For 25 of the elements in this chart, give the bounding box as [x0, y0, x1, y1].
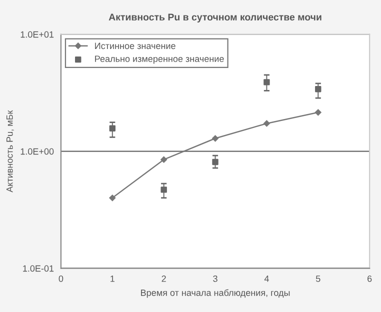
point [109, 125, 116, 132]
x-tick-label: 4 [264, 276, 269, 282]
x-tick-label: 1 [110, 276, 114, 282]
point [160, 186, 167, 193]
point [109, 194, 116, 202]
point [212, 135, 218, 142]
point [314, 109, 322, 116]
point [264, 120, 270, 127]
x-tick-label: 2 [162, 276, 166, 282]
y-tick-label: 1.0E+00 [20, 148, 54, 155]
x-tick-label: 0 [58, 276, 64, 282]
point [264, 79, 270, 86]
x-tick-label: 3 [213, 276, 218, 282]
y-axis-title: Активность Pu, мБк [6, 110, 14, 192]
x-tick-label: 5 [316, 276, 320, 282]
x-tick-label: 6 [368, 276, 372, 282]
point [212, 158, 218, 166]
y-tick-label: 1.0E+01 [20, 31, 54, 38]
point [315, 86, 322, 92]
chart-title: Активность Pu в суточном количестве мочи [108, 14, 322, 22]
legend-label: Истинное значение [95, 42, 176, 50]
y-tick-label: 1.0E-01 [23, 265, 54, 272]
x-axis-title: Время от начала наблюдения, годы [141, 289, 290, 298]
point [160, 156, 167, 163]
legend-label: Реально измеренное значение [95, 56, 224, 64]
